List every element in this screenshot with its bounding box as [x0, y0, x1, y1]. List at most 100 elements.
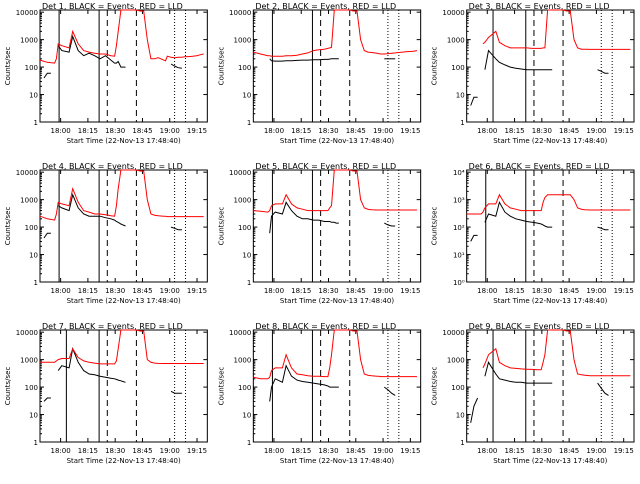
x-tick-label: 19:00	[373, 447, 393, 455]
x-tick-label: 18:15	[504, 287, 524, 295]
panel-det-8: Det 8, BLACK = Events, RED = LLD 1 10 100 10…	[217, 322, 422, 465]
x-tick-label: 19:15	[187, 287, 207, 295]
x-tick-label: 18:00	[477, 127, 497, 135]
y-tick-label: 1	[247, 119, 251, 127]
y-tick-label: 1000	[447, 37, 465, 45]
y-tick-label: 10000	[16, 329, 38, 337]
x-tick-label: 19:00	[586, 287, 606, 295]
x-tick-label: 18:45	[346, 447, 366, 455]
events-series-line	[484, 361, 553, 384]
panel-title: Det 9, BLACK = Events, RED = LLD	[469, 322, 610, 331]
y-axis-label: Counts/sec	[217, 47, 225, 86]
events-series-line	[470, 397, 479, 423]
plot-frame	[252, 9, 422, 123]
x-tick-label: 19:15	[187, 127, 207, 135]
x-axis-label: Start Time (22-Nov-13 17:48:40)	[67, 137, 181, 145]
y-tick-label: 10¹	[453, 252, 465, 260]
y-tick-label: 1	[247, 439, 251, 447]
events-series-line	[597, 69, 609, 74]
y-tick-label: 100	[238, 384, 251, 392]
x-tick-label: 18:15	[291, 287, 311, 295]
y-tick-label: 100	[238, 64, 251, 72]
x-tick-label: 18:30	[318, 127, 338, 135]
panel-title: Det 5, BLACK = Events, RED = LLD	[255, 162, 396, 171]
y-tick-label: 10	[29, 412, 38, 420]
y-tick-label: 1	[247, 279, 251, 287]
x-tick-label: 18:15	[78, 127, 98, 135]
x-tick-label: 18:00	[264, 287, 284, 295]
panel-det-2: Det 2, BLACK = Events, RED = LLD 1 10 100 10…	[217, 2, 422, 145]
panel-title: Det 3, BLACK = Events, RED = LLD	[469, 2, 610, 11]
events-series-line	[470, 96, 478, 106]
events-series-line	[43, 232, 51, 239]
panel-title: Det 2, BLACK = Events, RED = LLD	[255, 2, 396, 11]
y-tick-label: 10	[456, 92, 465, 100]
plot-frame	[39, 9, 208, 123]
y-tick-label: 1	[34, 439, 38, 447]
panel-det-3: Det 3, BLACK = Events, RED = LLD 1 10 100 10…	[431, 2, 635, 145]
y-tick-label: 1000	[447, 357, 465, 365]
events-series-line	[470, 234, 478, 242]
panel-det-9: Det 9, BLACK = Events, RED = LLD 1 10 100 10…	[431, 322, 635, 465]
plot-frame	[466, 329, 635, 443]
x-tick-label: 18:45	[346, 287, 366, 295]
panel-det-6: Det 6, BLACK = Events, RED = LLD 10⁰ 10¹ 10…	[431, 162, 635, 305]
events-series-line	[384, 222, 396, 227]
x-tick-label: 19:15	[400, 127, 420, 135]
y-tick-label: 10000	[442, 329, 464, 337]
events-series-line	[57, 193, 126, 227]
y-tick-label: 10	[242, 92, 251, 100]
events-series-line	[384, 386, 396, 396]
lld-series-line	[466, 193, 631, 215]
y-tick-label: 100	[25, 384, 38, 392]
events-series-line	[43, 397, 51, 402]
x-tick-label: 19:00	[586, 127, 606, 135]
events-series-line	[484, 200, 553, 228]
x-tick-label: 18:45	[559, 287, 579, 295]
x-tick-label: 18:00	[264, 447, 284, 455]
y-tick-label: 10000	[229, 329, 251, 337]
y-axis-label: Counts/sec	[217, 367, 225, 406]
lld-series-line	[39, 169, 204, 221]
events-series-line	[597, 382, 609, 396]
y-tick-label: 1000	[20, 357, 38, 365]
x-axis-label: Start Time (22-Nov-13 17:48:40)	[67, 457, 181, 465]
y-axis-label: Counts/sec	[431, 207, 439, 246]
x-tick-label: 19:15	[614, 127, 634, 135]
events-series-line	[170, 63, 182, 69]
events-series-line	[43, 72, 51, 79]
plot-frame	[39, 329, 208, 443]
events-series-line	[57, 346, 126, 383]
y-tick-label: 1	[460, 439, 464, 447]
x-axis-label: Start Time (22-Nov-13 17:48:40)	[67, 297, 181, 305]
x-tick-label: 18:15	[504, 447, 524, 455]
lld-series-line	[482, 9, 631, 50]
y-tick-label: 1000	[234, 197, 252, 205]
x-tick-label: 18:00	[51, 127, 71, 135]
y-tick-label: 10000	[16, 9, 38, 17]
x-tick-label: 18:45	[132, 287, 152, 295]
y-axis-label: Counts/sec	[217, 207, 225, 246]
y-tick-label: 10	[456, 412, 465, 420]
events-series-line	[597, 226, 609, 231]
x-tick-label: 18:30	[532, 447, 552, 455]
y-tick-label: 10⁰	[453, 279, 465, 287]
y-tick-label: 1	[34, 279, 38, 287]
y-tick-label: 10	[29, 252, 38, 260]
x-tick-label: 18:45	[132, 127, 152, 135]
x-tick-label: 18:30	[318, 447, 338, 455]
x-tick-label: 18:45	[346, 127, 366, 135]
x-tick-label: 18:00	[477, 447, 497, 455]
x-tick-label: 19:00	[160, 127, 180, 135]
x-tick-label: 18:30	[532, 127, 552, 135]
y-axis-label: Counts/sec	[431, 367, 439, 406]
plot-frame	[252, 329, 422, 443]
x-tick-label: 18:00	[51, 447, 71, 455]
y-tick-label: 10	[242, 412, 251, 420]
events-series-line	[269, 364, 339, 402]
x-tick-label: 19:00	[160, 287, 180, 295]
x-tick-label: 19:15	[614, 447, 634, 455]
y-axis-label: Counts/sec	[4, 207, 12, 246]
panel-title: Det 7, BLACK = Events, RED = LLD	[42, 322, 183, 331]
